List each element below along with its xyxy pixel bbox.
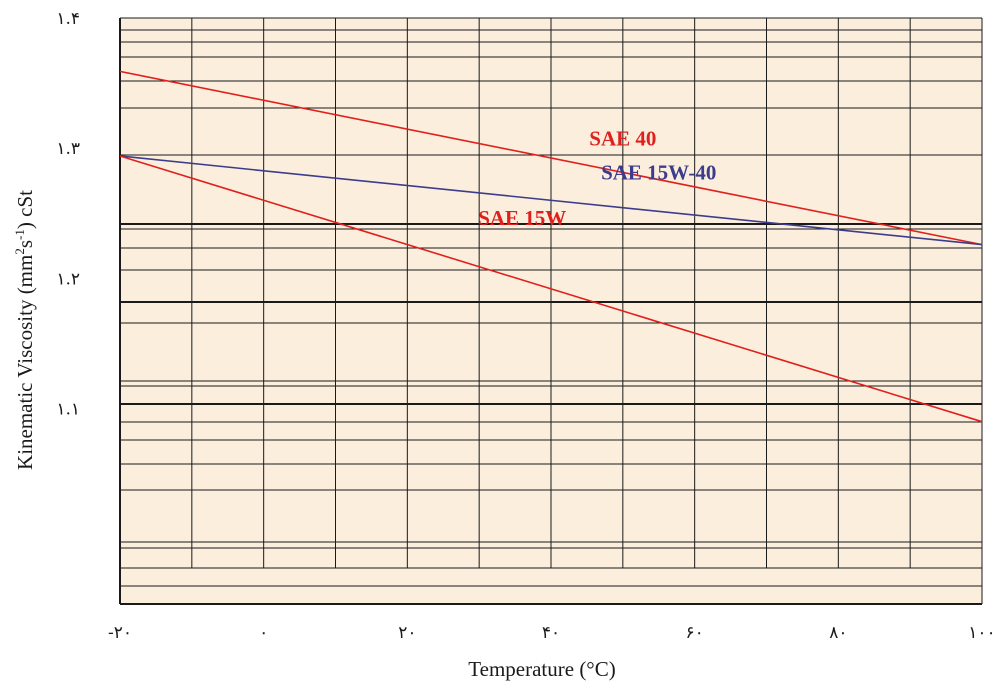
x-tick-label: ۶۰: [686, 623, 704, 643]
y-tick-label: ۱.۴: [56, 9, 80, 29]
y-tick-label: ۱.۱: [56, 400, 80, 420]
y-tick-label: ۱.۳: [56, 139, 80, 159]
vertical-gridlines: [191, 18, 911, 568]
x-tick-label: -۲۰: [108, 623, 132, 643]
x-tick-label: ۱۰۰: [968, 623, 995, 643]
y-axis-title-suffix: ) cSt: [13, 190, 37, 229]
series-annotation-0: SAE 40: [589, 127, 656, 151]
y-axis-title-sup2: -1: [12, 229, 27, 240]
series-line-0: [119, 70, 983, 246]
series-annotation-1: SAE 15W-40: [601, 160, 716, 184]
y-axis-title-prefix: Kinematic Viscosity (mm: [13, 255, 37, 470]
x-tick-label: ۰: [259, 623, 268, 643]
series-line-2: [119, 155, 983, 423]
x-tick-label: ۲۰: [398, 623, 416, 643]
x-tick-label: ۴۰: [542, 623, 560, 643]
y-tick-label: ۱.۲: [56, 269, 80, 289]
x-axis-title: Temperature (°C): [468, 657, 615, 681]
series-annotations: SAE 40 SAE 15W-40 SAE 15W: [478, 127, 716, 230]
series-lines: [119, 70, 983, 423]
y-axis-title-mid: s: [13, 240, 37, 248]
x-tick-labels: -۲۰ ۰ ۲۰ ۴۰ ۶۰ ۸۰ ۱۰۰: [108, 623, 996, 643]
series-annotation-2: SAE 15W: [478, 206, 566, 230]
axes: [119, 18, 983, 605]
y-axis-title-sup1: 2: [12, 248, 27, 255]
x-tick-label: ۸۰: [829, 623, 847, 643]
series-line-1: [119, 155, 983, 246]
y-axis-title: Kinematic Viscosity (mm2s-1) cSt: [12, 190, 37, 470]
y-tick-labels: ۱.۱ ۱.۲ ۱.۳ ۱.۴: [56, 9, 80, 420]
